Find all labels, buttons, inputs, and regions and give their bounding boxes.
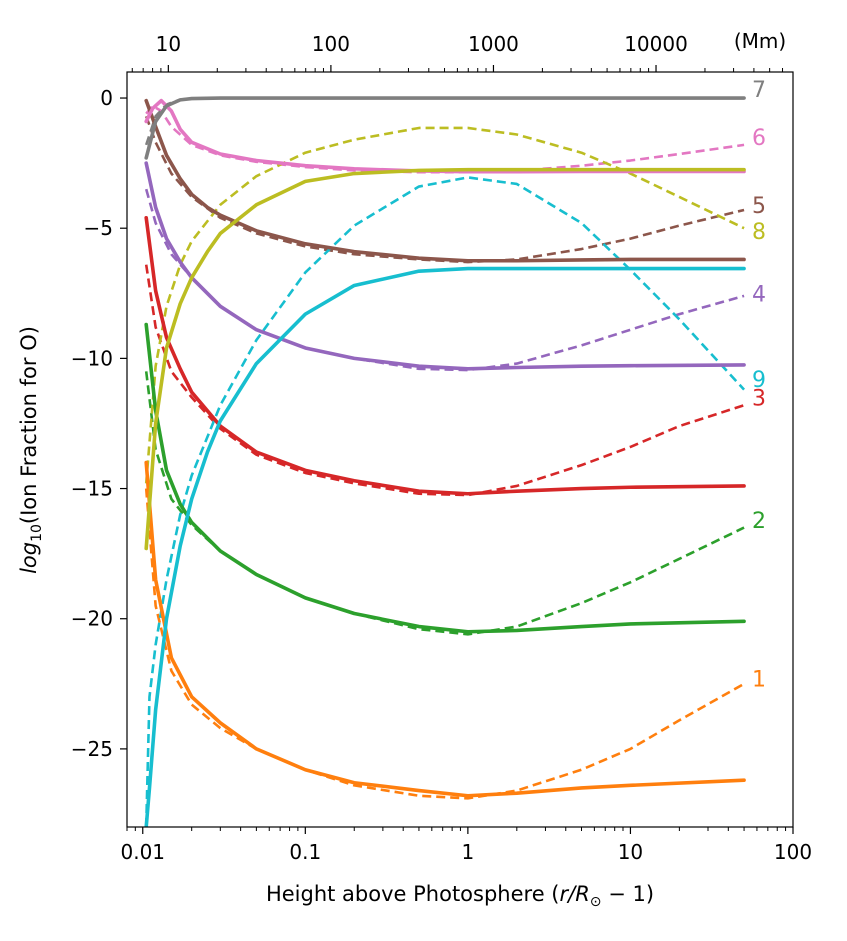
top-tick-label: 100 (312, 32, 350, 56)
series-5-dashed-line (144, 115, 745, 264)
x-tick-label: 1 (462, 840, 475, 864)
top-tick-label: 1000 (468, 32, 519, 56)
y-axis-label: log10(Ion Fraction for O) (17, 326, 45, 574)
y-tick-label: −5 (84, 216, 113, 240)
series-label-5: 5 (752, 194, 766, 219)
series-9-solid-line (144, 266, 746, 827)
y-tick-label: −15 (71, 477, 113, 501)
series-label-4: 4 (752, 282, 766, 307)
series-8-solid-line (144, 167, 746, 551)
y-tick-label: 0 (100, 86, 113, 110)
series-5-solid-line (144, 98, 746, 263)
top-tick-label: 10 (156, 32, 181, 56)
x-tick-label: 100 (774, 840, 812, 864)
series-1-solid-line (144, 460, 746, 798)
y-tick-label: −10 (71, 346, 113, 370)
series-3-solid-line (144, 215, 746, 496)
series-7-solid-line (144, 96, 746, 160)
series-label-8: 8 (752, 220, 766, 245)
series-2-solid-line (144, 322, 746, 634)
series-label-6: 6 (752, 126, 766, 151)
series-4-solid-line (144, 161, 746, 371)
y-tick-label: −20 (71, 607, 113, 631)
top-axis-unit: (Mm) (734, 29, 786, 53)
x-axis-label: Height above Photosphere (r/R⊙ − 1) (266, 882, 654, 910)
x-tick-label: 0.01 (120, 840, 165, 864)
top-tick-label: 10000 (624, 32, 688, 56)
x-tick-label: 0.1 (289, 840, 321, 864)
series-label-2: 2 (752, 509, 766, 534)
axes-layer: 0.01 0.1 1 10 100 10 100 1000 10000 0 −5 −10 −15 −20 −… (71, 32, 812, 864)
series-8-dashed-line (144, 126, 745, 484)
series-9-dashed-line (144, 176, 746, 827)
series-1-dashed-line (144, 488, 745, 800)
series-label-7: 7 (752, 78, 766, 103)
series-label-3: 3 (752, 386, 766, 411)
series-label-9: 9 (752, 368, 766, 393)
y-tick-label: −25 (71, 737, 113, 761)
series-labels: 1 2 3 4 5 6 7 8 9 (752, 78, 766, 693)
series-label-1: 1 (752, 668, 766, 693)
x-tick-label: 10 (618, 840, 643, 864)
series-layer (144, 96, 746, 827)
